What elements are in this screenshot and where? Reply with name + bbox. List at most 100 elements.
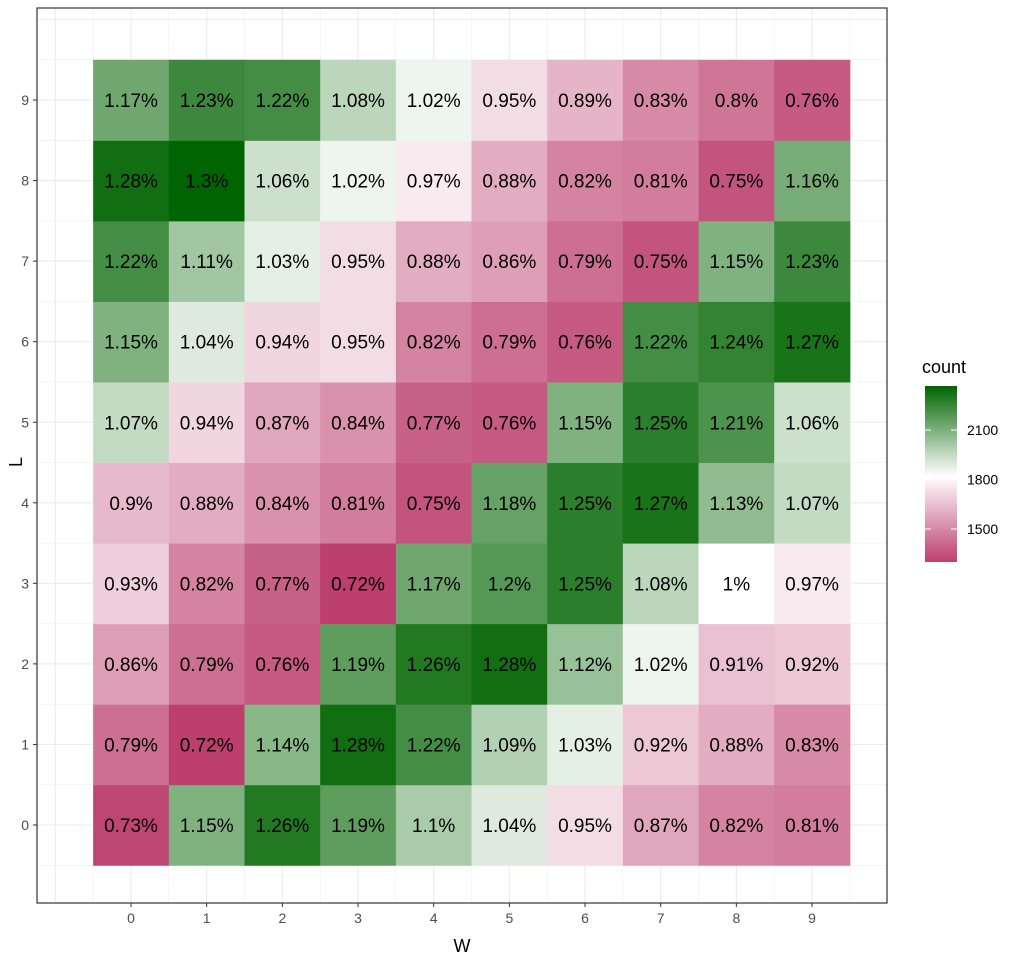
cell-label: 1.27% bbox=[785, 333, 839, 354]
x-tick-label: 6 bbox=[581, 910, 589, 926]
heatmap-cell bbox=[774, 784, 851, 866]
heatmap-cell bbox=[471, 704, 548, 786]
cell-label: 1.26% bbox=[407, 655, 461, 676]
heatmap-cell bbox=[320, 220, 397, 302]
heatmap-cell bbox=[168, 704, 246, 786]
heatmap-cell bbox=[168, 462, 246, 544]
cell-label: 1.28% bbox=[331, 735, 385, 756]
y-tick-label: 4 bbox=[21, 495, 29, 511]
legend-colorbar bbox=[925, 386, 957, 562]
cell-label: 1.2% bbox=[488, 574, 531, 595]
cell-label: 1.27% bbox=[634, 494, 688, 515]
heatmap-cell bbox=[471, 462, 548, 544]
cell-label: 0.88% bbox=[407, 252, 461, 273]
y-tick-label: 6 bbox=[21, 334, 29, 350]
cell-label: 0.92% bbox=[785, 655, 839, 676]
cell-label: 1.23% bbox=[785, 252, 839, 273]
cell-label: 1.19% bbox=[331, 655, 385, 676]
heatmap-cell bbox=[698, 381, 775, 464]
cell-label: 1.18% bbox=[482, 494, 536, 515]
y-tick-label: 2 bbox=[21, 656, 29, 672]
heatmap-cell bbox=[774, 59, 851, 141]
heatmap-cell bbox=[93, 59, 170, 141]
heatmap-cell bbox=[320, 543, 397, 625]
heatmap-cell bbox=[547, 704, 624, 786]
cell-label: 0.94% bbox=[255, 333, 309, 354]
cell-label: 1.23% bbox=[180, 91, 234, 112]
heatmap-cell bbox=[698, 784, 775, 866]
cell-label: 0.93% bbox=[104, 574, 158, 595]
x-tick-label: 8 bbox=[732, 910, 740, 926]
heatmap-cell bbox=[93, 301, 170, 383]
heatmap-cell bbox=[698, 704, 775, 786]
cell-label: 1.13% bbox=[709, 494, 763, 515]
heatmap-cell bbox=[774, 462, 851, 544]
cell-label: 0.87% bbox=[255, 413, 309, 434]
cell-label: 0.79% bbox=[558, 252, 612, 273]
cell-label: 0.87% bbox=[634, 816, 688, 837]
heatmap-cell bbox=[320, 462, 397, 544]
cell-label: 1.06% bbox=[255, 172, 309, 193]
heatmap-cell bbox=[547, 59, 624, 141]
cell-label: 1.22% bbox=[104, 252, 158, 273]
legend-title: count bbox=[922, 357, 966, 377]
cell-label: 1.04% bbox=[482, 816, 536, 837]
legend-tick-label: 1500 bbox=[967, 521, 998, 537]
heatmap-cell bbox=[244, 462, 321, 544]
cell-label: 1.24% bbox=[709, 333, 763, 354]
x-tick-label: 7 bbox=[657, 910, 665, 926]
heatmap-cell bbox=[698, 543, 775, 625]
heatmap-cell bbox=[93, 140, 170, 222]
heatmap-cell bbox=[168, 140, 246, 222]
cell-label: 1.26% bbox=[255, 816, 309, 837]
cell-label: 0.81% bbox=[634, 172, 688, 193]
cell-label: 0.72% bbox=[331, 574, 385, 595]
heatmap-cell bbox=[622, 623, 700, 705]
y-axis-title: L bbox=[6, 457, 26, 467]
heatmap-cell bbox=[774, 140, 851, 222]
cell-label: 0.76% bbox=[482, 413, 536, 434]
cell-label: 0.82% bbox=[407, 333, 461, 354]
heatmap-cell bbox=[168, 543, 246, 625]
heatmap-cell bbox=[320, 623, 397, 705]
x-tick-label: 3 bbox=[354, 910, 362, 926]
cell-label: 1.28% bbox=[104, 172, 158, 193]
cell-label: 0.94% bbox=[180, 413, 234, 434]
heatmap-cell bbox=[622, 543, 700, 625]
cell-label: 0.79% bbox=[482, 333, 536, 354]
cell-label: 0.76% bbox=[255, 655, 309, 676]
y-tick-label: 1 bbox=[21, 736, 29, 752]
heatmap-cell bbox=[547, 140, 624, 222]
cell-label: 1.22% bbox=[634, 333, 688, 354]
cell-label: 1.15% bbox=[180, 816, 234, 837]
cell-label: 0.86% bbox=[104, 655, 158, 676]
heatmap-cell bbox=[622, 220, 700, 302]
cell-label: 0.89% bbox=[558, 91, 612, 112]
cell-label: 0.73% bbox=[104, 816, 158, 837]
legend-tick-label: 1800 bbox=[967, 472, 998, 488]
cell-label: 0.77% bbox=[407, 413, 461, 434]
x-tick-label: 4 bbox=[430, 910, 438, 926]
cell-label: 0.82% bbox=[180, 574, 234, 595]
heatmap-cell bbox=[93, 704, 170, 786]
cell-label: 1.25% bbox=[634, 413, 688, 434]
heatmap-cell bbox=[547, 381, 624, 464]
cell-label: 1.08% bbox=[331, 91, 385, 112]
heatmap-cell bbox=[698, 59, 775, 141]
cell-label: 0.92% bbox=[634, 735, 688, 756]
cell-label: 0.91% bbox=[709, 655, 763, 676]
cell-label: 1.06% bbox=[785, 413, 839, 434]
cell-label: 1.22% bbox=[255, 91, 309, 112]
cell-label: 1.07% bbox=[785, 494, 839, 515]
heatmap-cell bbox=[395, 462, 473, 544]
heatmap-cell bbox=[622, 784, 700, 866]
heatmap-cell bbox=[622, 301, 700, 383]
cell-label: 1.14% bbox=[255, 735, 309, 756]
heatmap-cell bbox=[395, 220, 473, 302]
heatmap-cell bbox=[547, 623, 624, 705]
cell-label: 1.15% bbox=[104, 333, 158, 354]
x-tick-label: 5 bbox=[505, 910, 513, 926]
heatmap-cell bbox=[698, 301, 775, 383]
cell-label: 1.04% bbox=[180, 333, 234, 354]
